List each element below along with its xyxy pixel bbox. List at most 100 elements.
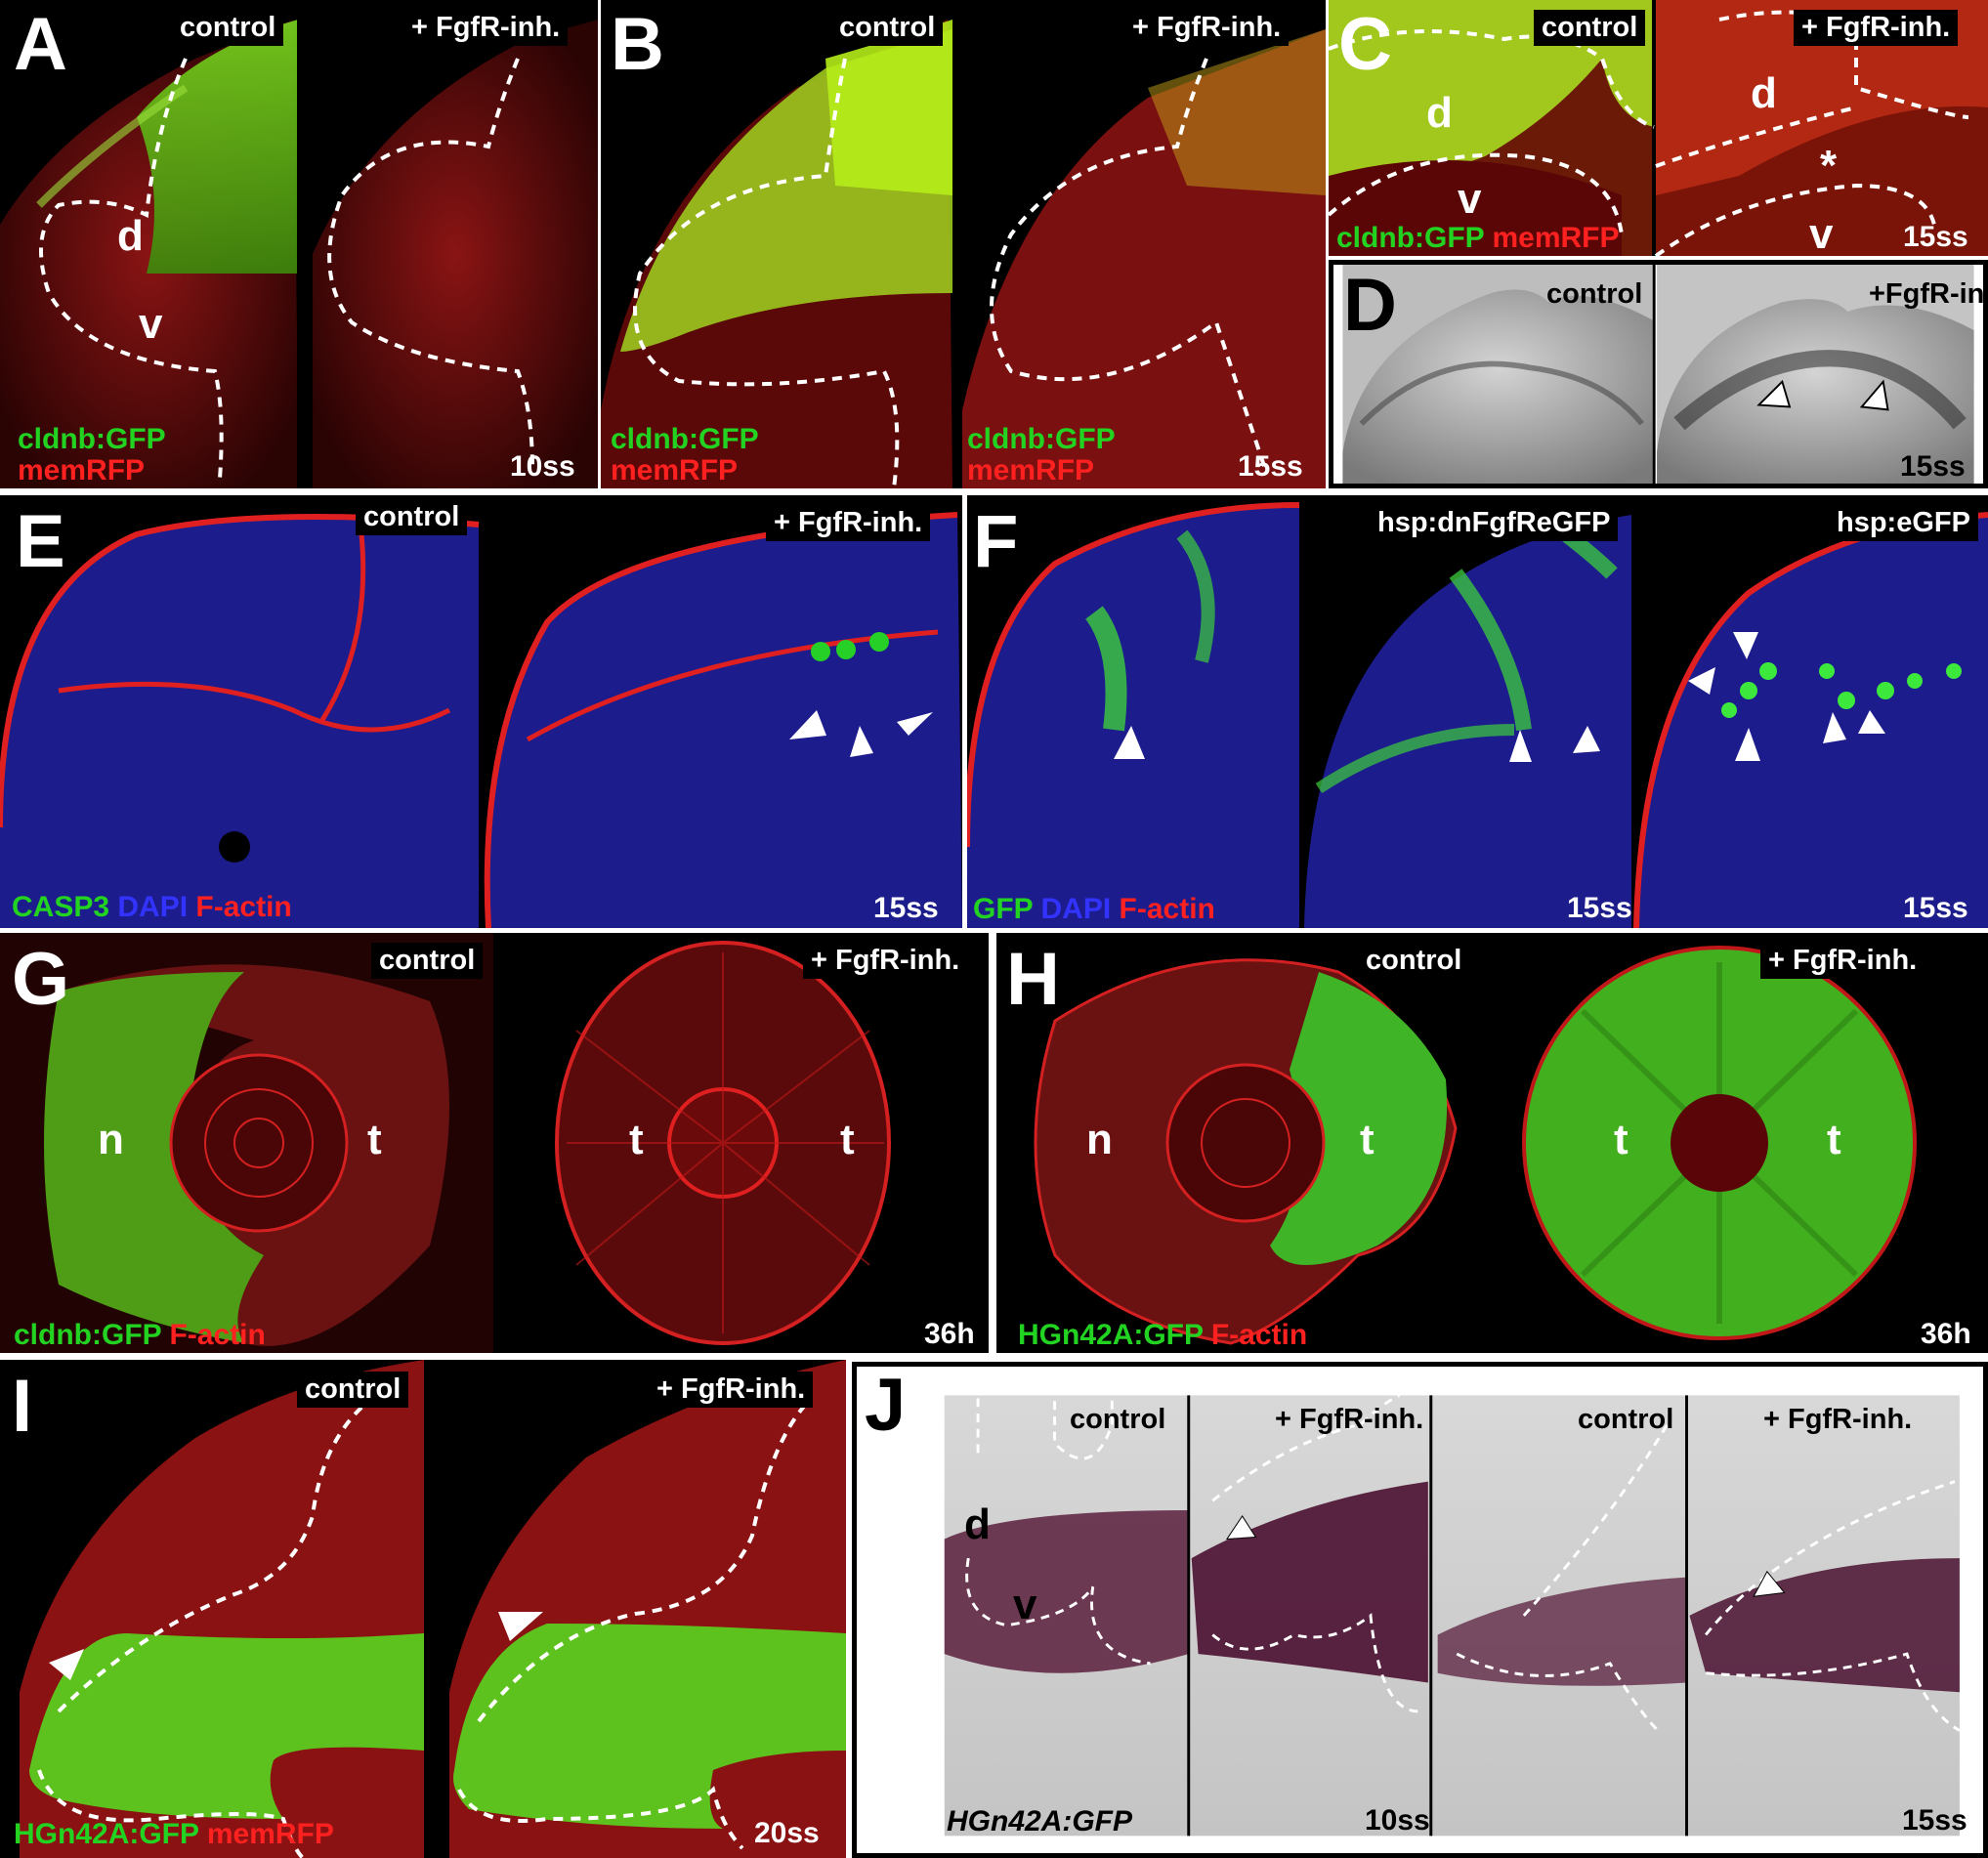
- panel-h-image: [1034, 946, 1917, 1345]
- region-label: t: [1360, 1116, 1375, 1163]
- condition-label: control: [1070, 1404, 1166, 1435]
- panel-e: E control + FgfR-inh. CASP3 DAPI F-actin…: [0, 495, 962, 928]
- condition-label: control: [1534, 10, 1646, 46]
- panel-letter: H: [1006, 938, 1060, 1021]
- legend: cldnb:GFP memRFP: [611, 424, 759, 486]
- legend-item: memRFP: [18, 453, 146, 486]
- panel-letter: I: [12, 1365, 33, 1448]
- legend-item: GFP: [973, 893, 1034, 925]
- region-label: v: [1809, 210, 1834, 256]
- legend-item: CASP3: [12, 891, 110, 923]
- legend-item: memRFP: [206, 1818, 334, 1850]
- legend-item: F-actin: [1210, 1319, 1308, 1351]
- region-label: n: [1086, 1116, 1113, 1163]
- legend: cldnb:GFP memRFP: [1336, 223, 1620, 254]
- panel-j-image: [944, 1385, 1961, 1837]
- condition-label: + FgfR-inh.: [766, 505, 931, 541]
- legend-item: F-actin: [1119, 893, 1215, 925]
- legend-item: cldnb:GFP: [611, 423, 759, 455]
- condition-label: + FgfR-inh.: [1275, 1404, 1424, 1435]
- panel-i-image: [20, 1360, 846, 1858]
- legend-item: cldnb:GFP: [18, 423, 166, 455]
- legend-item: cldnb:GFP: [967, 423, 1116, 455]
- panel-d-image: [1342, 265, 1974, 484]
- legend-item: cldnb:GFP: [14, 1319, 162, 1351]
- panel-letter: D: [1343, 264, 1397, 347]
- panel-d: D control +FgfR-inh. 15ss: [1329, 260, 1988, 488]
- region-label: t: [1614, 1116, 1628, 1163]
- legend: CASP3 DAPI F-actin: [12, 892, 292, 923]
- panel-letter: J: [865, 1364, 907, 1447]
- condition-label: control: [1578, 1404, 1674, 1435]
- condition-label: + FgfR-inh.: [1794, 10, 1959, 46]
- legend: HGn42A:GFP: [947, 1806, 1132, 1837]
- panel-b-image: [601, 0, 1326, 488]
- condition-label: +FgfR-inh.: [1869, 278, 1985, 310]
- legend-item: DAPI: [117, 891, 189, 923]
- region-label: d: [1426, 89, 1453, 137]
- panel-i: I control + FgfR-inh. HGn42A:GFP memRFP …: [0, 1360, 846, 1858]
- condition-label: control: [831, 10, 944, 46]
- legend-item: HGn42A:GFP: [947, 1805, 1133, 1837]
- panel-g-image: [0, 933, 891, 1353]
- region-label: d: [117, 212, 144, 260]
- legend-item: memRFP: [967, 453, 1095, 486]
- stage-label: 15ss: [1903, 892, 1968, 924]
- panel-a-image: [0, 0, 598, 488]
- panel-e-image: [0, 495, 962, 928]
- legend-item: memRFP: [1492, 222, 1620, 254]
- legend: HGn42A:GFP F-actin: [1018, 1320, 1307, 1351]
- panel-b: B control + FgfR-inh. cldnb:GFP memRFP c…: [601, 0, 1326, 488]
- panel-letter: F: [973, 500, 1019, 583]
- region-label: *: [1820, 142, 1838, 190]
- panel-f: F hsp:dnFgfReGFP hsp:eGFP GFP DAPI F-act…: [967, 495, 1988, 928]
- panel-g: G control + FgfR-inh. n t t t cldnb:GFP …: [0, 933, 989, 1353]
- legend-item: DAPI: [1040, 893, 1112, 925]
- condition-label: + FgfR-inh.: [803, 943, 968, 979]
- stage-label: 15ss: [1903, 221, 1968, 253]
- condition-label: control: [356, 499, 468, 535]
- panel-j: J control + FgfR-inh. control + FgfR-inh…: [852, 1362, 1988, 1858]
- stage-label: 15ss: [1900, 450, 1966, 483]
- condition-label: hsp:eGFP: [1829, 505, 1978, 541]
- panel-letter: E: [16, 500, 65, 583]
- stage-label: 20ss: [754, 1817, 820, 1849]
- condition-label: + FgfR-inh.: [1760, 943, 1925, 979]
- legend: cldnb:GFP memRFP: [18, 424, 166, 486]
- panel-letter: C: [1338, 3, 1392, 86]
- legend-item: memRFP: [611, 453, 739, 486]
- stage-label: 15ss: [1567, 892, 1632, 924]
- panel-letter: A: [14, 3, 67, 86]
- panel-f-image: [967, 495, 1988, 928]
- region-label: d: [1751, 69, 1777, 117]
- region-label: v: [139, 300, 163, 348]
- panel-letter: G: [12, 938, 70, 1021]
- stage-label: 10ss: [1365, 1804, 1430, 1837]
- region-label: t: [367, 1116, 382, 1163]
- panel-a: A control + FgfR-inh. d v cldnb:GFP memR…: [0, 0, 598, 488]
- legend-item: F-actin: [169, 1319, 266, 1351]
- region-label: n: [98, 1116, 124, 1163]
- panel-h: H control + FgfR-inh. n t t t HGn42A:GFP…: [996, 933, 1988, 1353]
- condition-label: + FgfR-inh.: [649, 1372, 814, 1408]
- region-label: t: [629, 1116, 644, 1163]
- region-label: v: [1013, 1581, 1037, 1628]
- condition-label: + FgfR-inh.: [403, 10, 569, 46]
- legend-item: cldnb:GFP: [1336, 222, 1485, 254]
- stage-label: 15ss: [1902, 1804, 1967, 1837]
- legend: cldnb:GFP F-actin: [14, 1320, 266, 1351]
- condition-label: control: [297, 1372, 409, 1408]
- stage-label: 15ss: [1238, 450, 1303, 483]
- condition-label: + FgfR-inh.: [1124, 10, 1290, 46]
- stage-label: 36h: [1921, 1318, 1971, 1350]
- condition-label: control: [172, 10, 284, 46]
- stage-label: 15ss: [873, 892, 939, 924]
- condition-label: control: [1358, 943, 1470, 979]
- panel-c: C control + FgfR-inh. d v d * v cldnb:GF…: [1329, 0, 1988, 256]
- condition-label: + FgfR-inh.: [1763, 1404, 1913, 1435]
- legend-item: HGn42A:GFP: [14, 1818, 199, 1850]
- stage-label: 36h: [924, 1318, 975, 1350]
- legend-item: F-actin: [195, 891, 292, 923]
- legend: HGn42A:GFP memRFP: [14, 1819, 334, 1850]
- legend: cldnb:GFP memRFP: [967, 424, 1116, 486]
